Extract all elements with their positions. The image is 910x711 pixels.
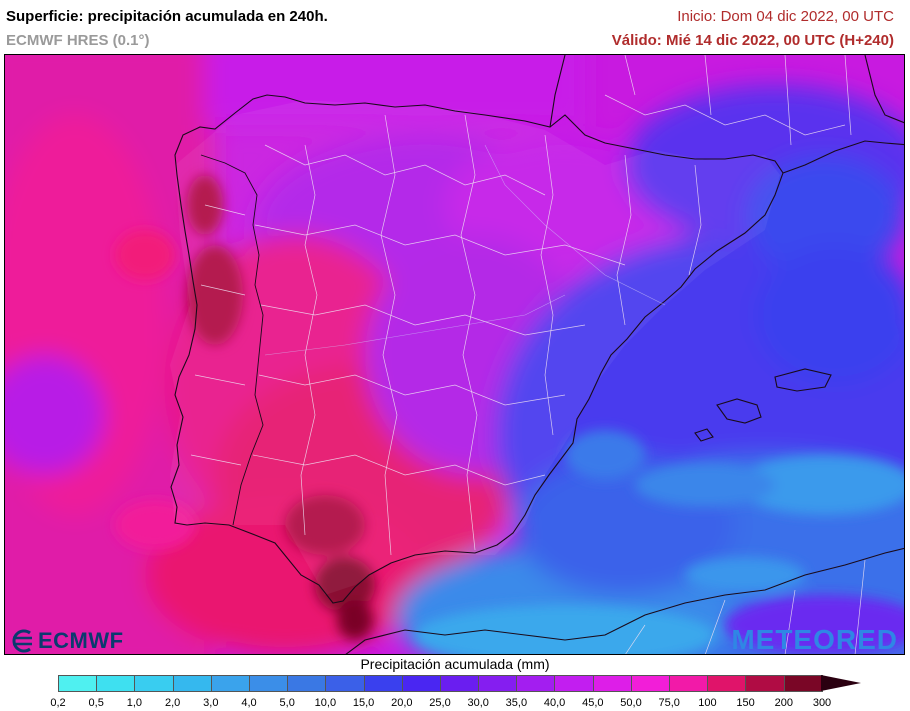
legend-tick-label: 100	[698, 697, 717, 709]
legend-tick-label: 1,0	[126, 697, 143, 709]
valid-time: Válido: Mié 14 dic 2022, 00 UTC (H+240)	[611, 32, 894, 49]
legend-tick-label: 15,0	[352, 697, 375, 709]
legend-swatch	[478, 675, 518, 692]
legend-swatch	[134, 675, 174, 692]
ecmwf-emblem-icon	[12, 629, 32, 653]
ecmwf-logo-text: ECMWF	[38, 628, 124, 653]
legend-tick-label: 0,5	[88, 697, 104, 709]
iberian-land	[170, 100, 780, 595]
legend-tick-label: 75,0	[658, 697, 680, 709]
map-title: Superficie: precipitación acumulada en 2…	[6, 8, 328, 25]
legend-swatch	[707, 675, 747, 692]
model-subtitle: ECMWF HRES (0.1°)	[6, 32, 150, 49]
legend-colorbar	[58, 675, 823, 692]
legend-tick-label: 30,0	[467, 697, 489, 709]
legend-swatch	[325, 675, 365, 692]
legend-tick-label: 2,0	[164, 697, 181, 709]
legend-swatch	[248, 675, 289, 692]
meteored-logo: METEORED	[731, 624, 898, 655]
legend-swatch	[745, 675, 785, 692]
legend-swatch	[363, 675, 403, 692]
precipitation-map-svg	[5, 55, 904, 654]
legend-swatch	[669, 675, 709, 692]
rivers	[264, 144, 666, 356]
legend-tick-label: 4,0	[241, 697, 257, 709]
legend-tick-label: 40,0	[543, 697, 566, 709]
legend-tick-label: 20,0	[391, 697, 413, 709]
legend-swatch	[172, 675, 212, 692]
legend-tick-label: 200	[774, 697, 793, 709]
legend-ticks: 0,2 0,5 1,0 2,0 3,0 4,0 5,0 10,0 15,0 20,0 25,0 30,…	[0, 697, 910, 711]
legend-swatch	[287, 675, 327, 692]
precipitation-map[interactable]	[4, 54, 905, 655]
legend-swatch	[592, 675, 632, 692]
legend-tick-label: 150	[736, 697, 755, 709]
legend-tick-label: 25,0	[429, 697, 451, 709]
precip-field-shading	[5, 55, 904, 654]
legend-swatch	[96, 675, 136, 692]
legend-swatch	[783, 675, 823, 692]
legend-title: Precipitación acumulada (mm)	[360, 656, 550, 672]
coastlines	[170, 55, 904, 654]
legend-tick-label: 3,0	[203, 697, 219, 709]
legend-tick-label: 45,0	[582, 697, 604, 709]
legend-swatch	[210, 675, 250, 692]
legend-swatch	[630, 675, 670, 692]
legend-tick-label: 35,0	[505, 697, 528, 709]
legend-swatch	[401, 675, 441, 692]
legend-swatch	[58, 675, 98, 692]
legend-tick-label: 0,2	[50, 697, 66, 709]
legend-overflow-arrow	[821, 675, 861, 691]
legend-swatch	[516, 675, 556, 692]
legend-swatch	[439, 675, 480, 692]
legend-tick-label: 5,0	[279, 697, 295, 709]
ecmwf-logo: ECMWF	[8, 627, 130, 655]
legend-swatch	[554, 675, 594, 692]
province-borders	[190, 55, 866, 654]
legend-tick-label: 10,0	[314, 697, 337, 709]
legend-tick-label: 300	[812, 697, 832, 709]
legend-tick-label: 50,0	[620, 697, 642, 709]
init-time: Inicio: Dom 04 dic 2022, 00 UTC	[677, 8, 894, 25]
